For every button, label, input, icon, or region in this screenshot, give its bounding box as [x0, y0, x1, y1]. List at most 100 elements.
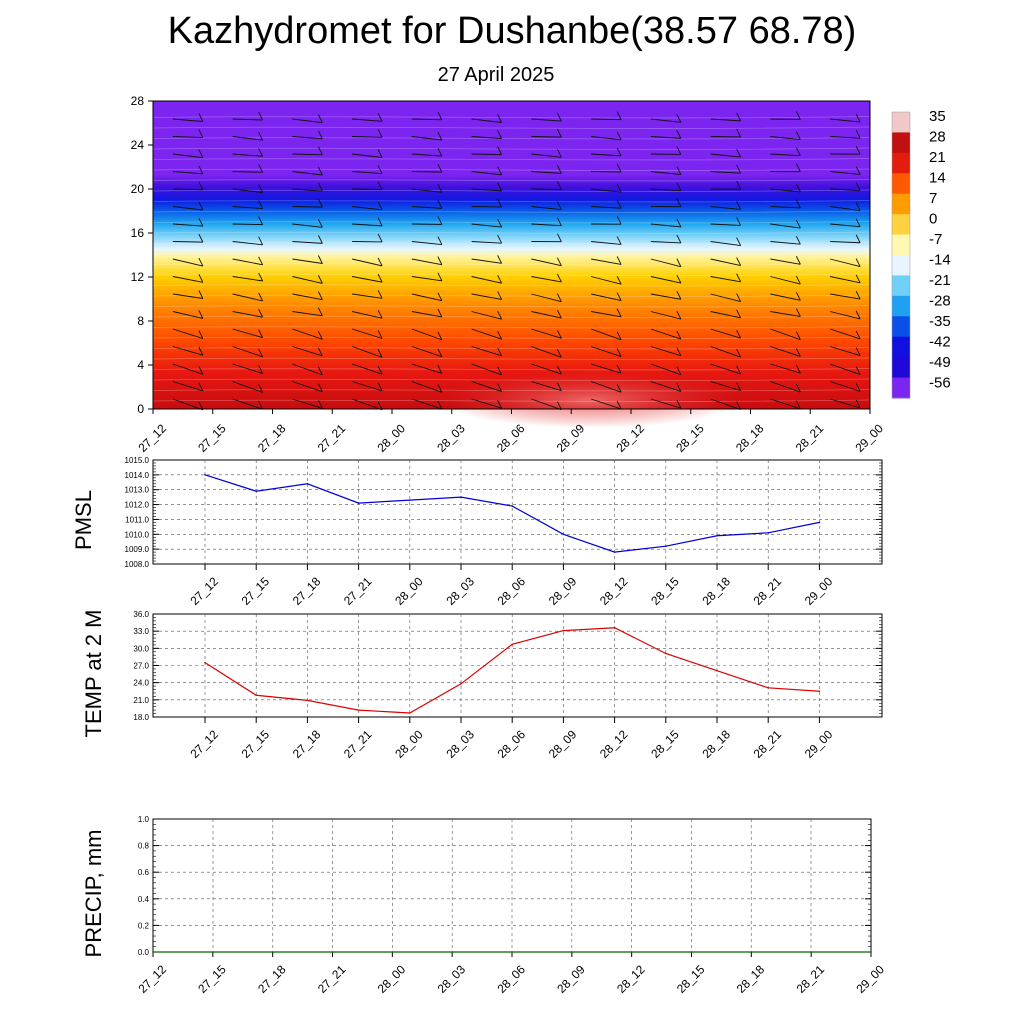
wind-barb-shaft — [650, 276, 681, 284]
precip-xtick-label: 27_12 — [135, 962, 169, 996]
wind-barb-shaft — [590, 398, 622, 410]
wind-barb-flag — [676, 274, 682, 284]
wind-barb-flag — [795, 331, 801, 340]
temp-ytick-label: 36.0 — [133, 610, 149, 619]
wind-barb-shaft — [591, 293, 622, 301]
temp-xtick-label: 29_00 — [802, 727, 836, 761]
wind-barb-flag — [676, 366, 682, 375]
wind-barb-flag — [377, 129, 383, 138]
wind-barb-flag — [497, 366, 503, 375]
colorbar-swatch — [892, 255, 910, 276]
colorbar-swatch — [892, 214, 910, 236]
wind-barb-flag — [736, 293, 742, 302]
wind-barb-shaft — [770, 136, 801, 141]
colorbar-swatch — [892, 193, 910, 215]
wind-barb-flag — [676, 258, 682, 267]
wind-barb-shaft — [232, 293, 263, 302]
wind-barb-shaft — [172, 311, 203, 319]
wind-barb-flag — [795, 219, 801, 229]
wind-barb-shaft — [471, 188, 502, 192]
wind-barb-flag — [437, 216, 443, 225]
wind-barb-shaft — [471, 346, 502, 357]
precip-xtick-label: 28_15 — [674, 962, 708, 996]
wind-barb-shaft — [531, 153, 562, 158]
wind-barb-shaft — [770, 223, 801, 229]
temp-xtick-label: 28_15 — [648, 727, 682, 761]
wind-barb-flag — [556, 181, 562, 190]
isoline — [152, 210, 871, 213]
wind-barb-shaft — [770, 363, 801, 374]
wind-barb-flag — [616, 256, 622, 265]
temp-xtick-label: 27_15 — [239, 727, 273, 761]
wind-barb-flag — [317, 166, 323, 176]
heatmap-xtick-label: 29_00 — [852, 421, 886, 455]
temp-point — [204, 661, 206, 664]
precip-xtick-label: 28_18 — [734, 962, 768, 996]
wind-barb-shaft — [471, 241, 502, 244]
temp-point — [613, 626, 616, 629]
wind-barb-shaft — [471, 293, 502, 300]
wind-barb-flag — [497, 275, 503, 284]
wind-barb-flag — [616, 163, 622, 173]
wind-barb-flag — [616, 216, 622, 225]
wind-barb-shaft — [292, 223, 323, 228]
wind-barb-shaft — [172, 398, 204, 411]
wind-barb-shaft — [531, 258, 562, 267]
wind-barb-flag — [317, 182, 323, 192]
isoline — [152, 315, 871, 318]
colorbar-swatch — [892, 357, 910, 379]
wind-barb-flag — [258, 308, 264, 318]
colorbar-label: -28 — [929, 293, 951, 310]
wind-barb-shaft — [471, 118, 502, 123]
wind-barb-flag — [736, 181, 742, 190]
pmsl-point — [665, 545, 667, 547]
pmsl-point — [767, 532, 769, 534]
wind-barb-shaft — [710, 171, 741, 174]
isoline — [152, 305, 871, 308]
wind-barb-flag — [795, 163, 801, 172]
pmsl-ytick-label: 1013.0 — [125, 486, 150, 495]
colorbar-label: -14 — [929, 252, 951, 269]
wind-barb-flag — [258, 216, 264, 225]
wind-barb-flag — [317, 366, 323, 376]
wind-barb-shaft — [471, 276, 502, 284]
wind-barb-flag — [198, 330, 204, 339]
wind-barb-shaft — [531, 398, 562, 411]
temp-point — [767, 687, 769, 689]
wind-barb-flag — [736, 329, 742, 339]
wind-barb-flag — [437, 331, 443, 341]
wind-barb-shaft — [351, 398, 383, 411]
wind-barb-shaft — [232, 136, 263, 141]
wind-barb-flag — [855, 258, 861, 267]
wind-barb-shaft — [352, 188, 383, 191]
temp-point — [409, 712, 411, 714]
temp-ytick-label: 21.0 — [133, 696, 149, 705]
pmsl-xtick-label: 28_12 — [597, 574, 631, 608]
wind-barb-shaft — [232, 346, 263, 358]
pmsl-ytick-label: 1012.0 — [125, 501, 150, 510]
wind-barb-flag — [377, 330, 383, 339]
wind-barb-flag — [616, 131, 622, 141]
wind-barb-shaft — [351, 328, 383, 339]
precip-xtick-label: 27_18 — [255, 962, 289, 996]
wind-barb-flag — [497, 311, 503, 320]
pmsl-point — [255, 490, 257, 493]
wind-barb-flag — [317, 219, 323, 228]
wind-barb-flag — [198, 382, 204, 392]
pmsl-frame — [152, 459, 883, 565]
wind-barb-flag — [377, 290, 383, 299]
pmsl-ytick-label: 1011.0 — [125, 515, 149, 524]
wind-barb-flag — [855, 274, 861, 284]
wind-barb-flag — [855, 182, 861, 191]
wind-barb-flag — [795, 183, 801, 193]
pmsl-xtick-label: 28_03 — [443, 574, 477, 608]
wind-barb-flag — [616, 364, 622, 374]
heatmap-xtick-label: 28_18 — [733, 421, 767, 455]
temp-point — [255, 694, 257, 697]
wind-barb-flag — [736, 201, 742, 210]
temp-xtick-label: 27_12 — [187, 727, 221, 761]
isoline — [152, 399, 871, 402]
wind-barb-shaft — [650, 346, 682, 357]
wind-barb-shaft — [172, 258, 203, 267]
precip-xtick-label: 28_12 — [614, 962, 648, 996]
